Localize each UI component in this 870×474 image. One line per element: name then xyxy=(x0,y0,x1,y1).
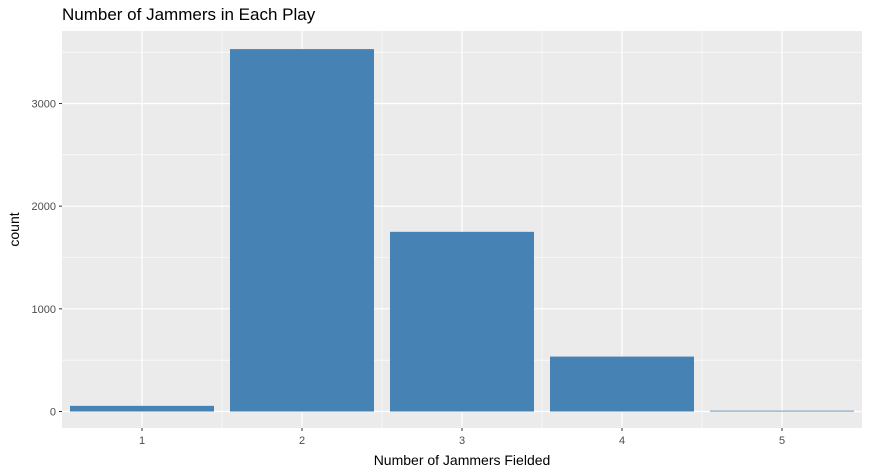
y-tick-label: 3000 xyxy=(32,99,56,111)
x-axis-title: Number of Jammers Fielded xyxy=(374,452,551,468)
bar-5 xyxy=(710,410,854,412)
bar-4 xyxy=(550,356,694,412)
bar-3 xyxy=(390,231,534,412)
x-tick-label: 5 xyxy=(779,435,785,447)
y-axis: 0 1000 2000 3000 xyxy=(32,99,62,419)
x-tick-label: 4 xyxy=(619,435,625,447)
bar-1 xyxy=(70,405,214,412)
y-tick-label: 2000 xyxy=(32,201,56,213)
chart-title: Number of Jammers in Each Play xyxy=(62,5,316,24)
x-tick-label: 1 xyxy=(139,435,145,447)
y-axis-title: count xyxy=(6,212,22,246)
bar-2 xyxy=(230,49,374,412)
x-tick-label: 2 xyxy=(299,435,305,447)
bars xyxy=(70,49,854,412)
x-tick-label: 3 xyxy=(459,435,465,447)
x-axis: 1 2 3 4 5 xyxy=(139,428,785,447)
y-tick-label: 1000 xyxy=(32,304,56,316)
y-tick-label: 0 xyxy=(50,407,56,419)
